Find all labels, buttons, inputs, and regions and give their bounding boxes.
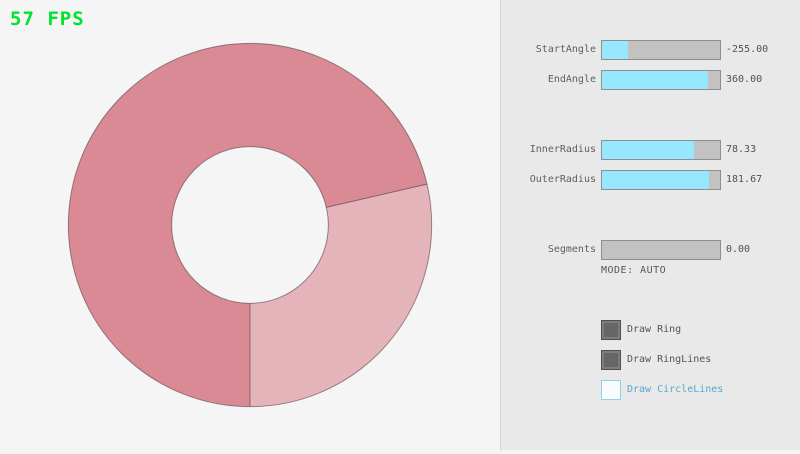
slider-fill: [602, 141, 695, 159]
slider-value: 78.33: [726, 144, 757, 155]
slider-row-startangle: StartAngle -255.00: [501, 40, 800, 60]
checkbox-box[interactable]: [601, 320, 621, 340]
ring-inner-outline: [171, 146, 329, 304]
slider-row-outerradius: OuterRadius 181.67: [501, 170, 800, 190]
checkbox-draw-ringlines[interactable]: Draw RingLines: [601, 350, 791, 370]
segments-mode-label: MODE: AUTO: [601, 265, 667, 276]
control-panel: StartAngle -255.00 EndAngle 360.00 Inner…: [500, 0, 800, 450]
slider-label: EndAngle: [547, 74, 596, 85]
ring-light-sector: [250, 184, 432, 407]
slider-label: StartAngle: [535, 44, 596, 55]
slider-row-segments: Segments 0.00: [501, 240, 800, 260]
fps-counter: 57 FPS: [10, 8, 85, 30]
slider-row-innerradius: InnerRadius 78.33: [501, 140, 800, 160]
checkbox-label: Draw Ring: [627, 324, 682, 335]
slider-value: -255.00: [726, 44, 769, 55]
slider-value: 360.00: [726, 74, 763, 85]
slider-label: OuterRadius: [529, 174, 596, 185]
ring-canvas-area: [67, 42, 433, 408]
slider-fill: [602, 41, 628, 59]
slider-row-endangle: EndAngle 360.00: [501, 70, 800, 90]
checkbox-box[interactable]: [601, 380, 621, 400]
ring-chart: [67, 42, 433, 408]
checkbox-label: Draw CircleLines: [627, 384, 724, 395]
slider-fill: [602, 71, 709, 89]
innerradius-slider[interactable]: [601, 140, 721, 160]
startangle-slider[interactable]: [601, 40, 721, 60]
slider-label: InnerRadius: [529, 144, 596, 155]
checkbox-label: Draw RingLines: [627, 354, 712, 365]
slider-value: 181.67: [726, 174, 763, 185]
ring-sector-edge-line: [326, 183, 428, 208]
slider-label: Segments: [547, 244, 596, 255]
segments-slider[interactable]: [601, 240, 721, 260]
checkbox-draw-ring[interactable]: Draw Ring: [601, 320, 791, 340]
slider-value: 0.00: [726, 244, 751, 255]
checkbox-draw-circlelines[interactable]: Draw CircleLines: [601, 380, 791, 400]
slider-fill: [602, 171, 710, 189]
checkbox-box[interactable]: [601, 350, 621, 370]
outerradius-slider[interactable]: [601, 170, 721, 190]
endangle-slider[interactable]: [601, 70, 721, 90]
ring-outer-outline: [67, 42, 433, 408]
